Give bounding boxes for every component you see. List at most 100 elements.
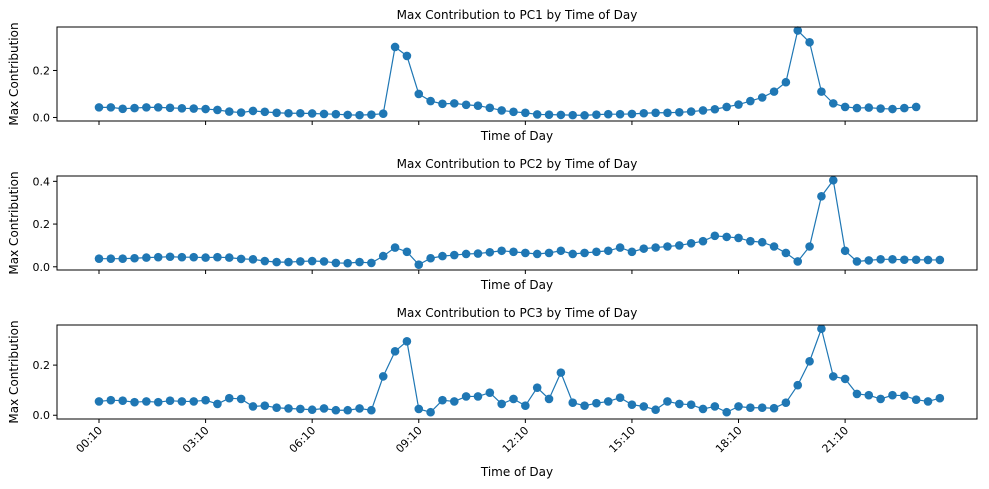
data-point (769, 242, 779, 251)
data-point (272, 403, 281, 413)
data-point (367, 110, 376, 119)
data-point (260, 107, 270, 117)
data-point (473, 249, 483, 258)
data-point (142, 397, 151, 406)
data-point (355, 404, 364, 413)
data-point (592, 110, 601, 119)
data-point (438, 99, 447, 109)
data-point (367, 258, 376, 268)
x-tick-label: 00:10 (74, 424, 106, 456)
data-point (722, 102, 731, 112)
data-point (793, 257, 803, 266)
y-axis-label: Max Contribution (7, 320, 21, 423)
data-point (639, 402, 649, 411)
data-point (224, 253, 234, 262)
data-point (876, 104, 885, 113)
data-point (521, 248, 530, 258)
y-axis-label: Max Contribution (7, 22, 21, 125)
data-point (213, 105, 222, 115)
data-point (734, 100, 743, 109)
data-point (177, 397, 187, 406)
y-axis-label: Max Contribution (7, 171, 21, 274)
data-point (509, 107, 518, 117)
data-point (331, 109, 341, 119)
data-point (284, 108, 293, 118)
data-point (378, 109, 388, 119)
data-point (296, 404, 305, 414)
y-tick-label: 0.2 (33, 359, 51, 372)
data-point (876, 255, 885, 264)
data-point (402, 336, 412, 346)
data-point (781, 248, 791, 258)
x-tick-label: 06:10 (287, 424, 319, 456)
data-point (426, 407, 435, 417)
data-point (793, 26, 803, 35)
data-point (568, 249, 578, 259)
data-point (473, 101, 483, 111)
data-point (532, 110, 542, 119)
data-point (769, 87, 779, 96)
x-tick-label: 03:10 (180, 424, 212, 456)
data-point (698, 106, 708, 115)
data-point (840, 102, 850, 112)
data-point (710, 231, 720, 241)
data-point (710, 402, 720, 411)
data-point (876, 394, 885, 404)
data-point (189, 104, 199, 113)
data-point (130, 397, 139, 407)
data-point (675, 108, 684, 117)
data-point (627, 247, 637, 257)
data-point (319, 257, 329, 266)
data-point (900, 391, 909, 400)
data-point (923, 397, 933, 406)
x-tick-label: 09:10 (393, 424, 425, 456)
data-point (828, 99, 838, 108)
data-point (911, 255, 921, 265)
data-point (426, 96, 435, 106)
plot-frame (56, 324, 978, 420)
data-point (106, 254, 116, 263)
data-point (900, 255, 909, 265)
data-point (805, 37, 814, 47)
data-point (94, 397, 104, 406)
data-point (497, 106, 506, 115)
data-point (343, 405, 353, 415)
data-point (153, 397, 163, 407)
data-point (94, 254, 104, 263)
data-point (710, 104, 720, 114)
data-point (130, 253, 139, 263)
data-point (331, 258, 341, 268)
data-point (224, 393, 234, 403)
data-point (106, 103, 116, 112)
data-point (888, 255, 897, 264)
data-point (532, 249, 542, 259)
data-point (390, 347, 400, 356)
data-point (603, 109, 613, 119)
data-point (485, 103, 495, 113)
data-point (390, 243, 400, 252)
data-point (556, 246, 566, 256)
data-point (864, 256, 874, 265)
data-point (390, 42, 400, 52)
data-point (260, 256, 270, 266)
data-point (473, 392, 483, 401)
y-tick-label: 0.2 (33, 64, 51, 77)
y-tick-label: 0.2 (33, 218, 51, 231)
data-point (106, 395, 116, 405)
data-point (509, 394, 518, 404)
plot-frame (56, 26, 978, 122)
data-point (355, 257, 364, 267)
chart-title: Max Contribution to PC2 by Time of Day (397, 157, 638, 171)
data-point (438, 251, 447, 261)
data-point (592, 247, 601, 257)
data-point (580, 111, 589, 120)
data-point (686, 239, 696, 248)
data-point (153, 252, 163, 262)
data-point (260, 401, 270, 411)
data-point (911, 395, 921, 405)
data-point (722, 232, 731, 242)
data-point (840, 246, 850, 256)
y-tick-label: 0.0 (33, 409, 51, 422)
data-point (651, 243, 660, 252)
data-point (580, 401, 589, 411)
